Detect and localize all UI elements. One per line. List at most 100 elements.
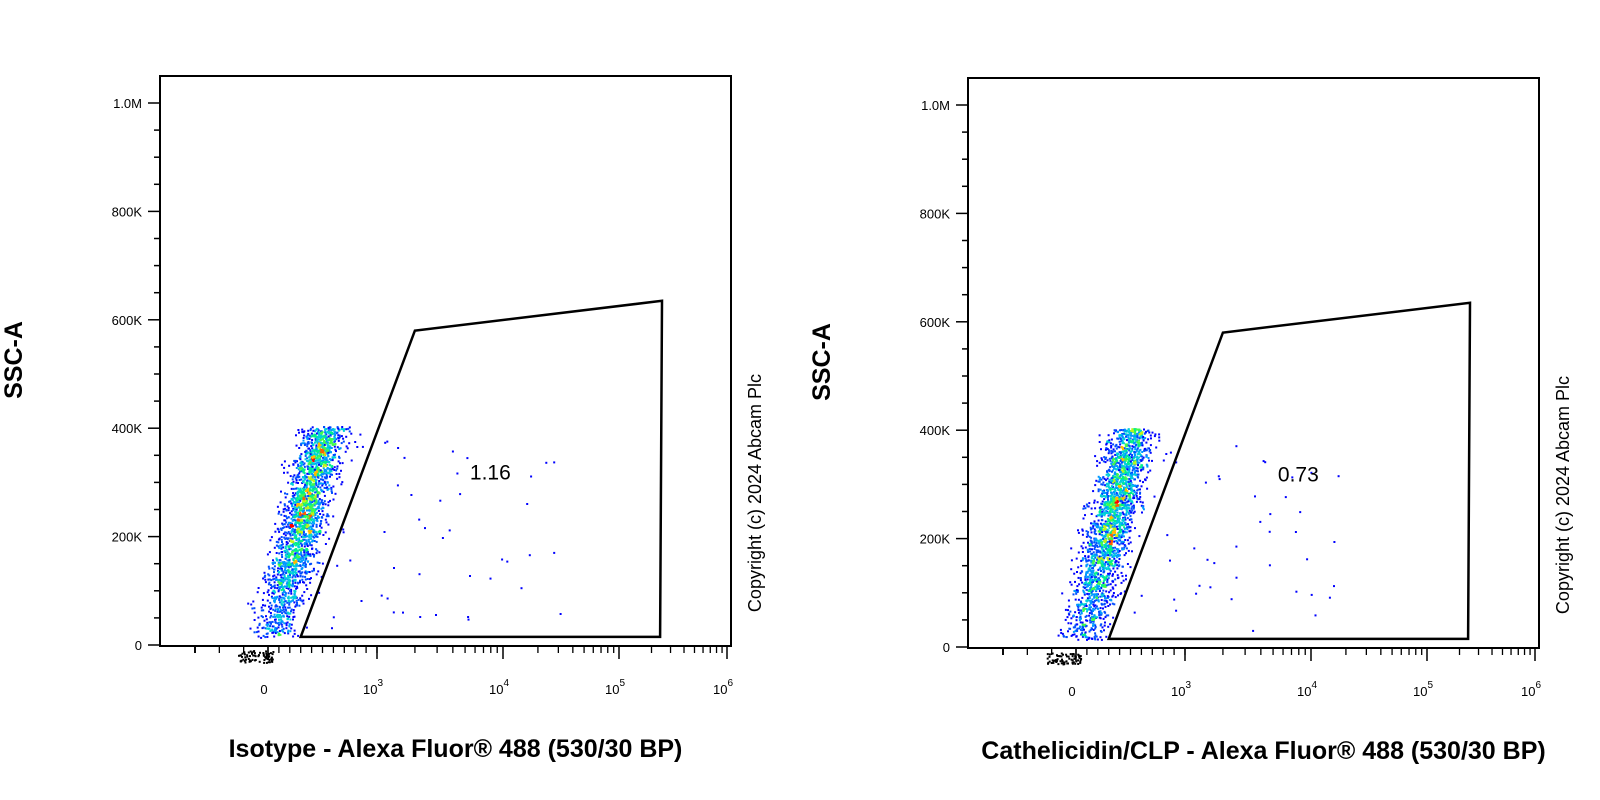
event-dot xyxy=(281,625,284,628)
event-dot xyxy=(284,595,287,598)
event-dot xyxy=(1107,625,1110,628)
event-dot xyxy=(1101,545,1103,548)
event-dot xyxy=(315,444,318,447)
event-dot xyxy=(311,518,314,521)
event-dot xyxy=(286,621,289,624)
event-dot xyxy=(323,456,326,459)
event-dot xyxy=(1124,454,1127,457)
event-dot xyxy=(278,583,281,586)
event-dot xyxy=(1089,528,1092,531)
event-dot xyxy=(1133,611,1136,614)
event-dot xyxy=(1089,589,1092,592)
event-dot xyxy=(303,430,306,433)
event-dot xyxy=(334,434,337,436)
event-dot xyxy=(1103,490,1106,493)
event-dot xyxy=(1116,518,1119,521)
event-dot xyxy=(286,505,289,508)
event-dot xyxy=(328,439,331,442)
event-dot xyxy=(310,507,313,510)
event-dot xyxy=(1119,437,1122,440)
event-dot xyxy=(1115,482,1118,485)
event-dot xyxy=(325,451,328,454)
event-dot xyxy=(1116,452,1119,455)
event-dot xyxy=(280,463,283,466)
event-dot xyxy=(1121,507,1124,509)
event-dot xyxy=(1114,564,1117,567)
event-dot xyxy=(1116,497,1119,500)
event-dot xyxy=(1132,466,1135,469)
event-dot xyxy=(1129,480,1132,483)
event-dot xyxy=(297,541,300,543)
event-dot xyxy=(1086,505,1089,508)
event-dot xyxy=(287,606,290,609)
event-dot xyxy=(284,593,287,596)
event-dot xyxy=(289,600,292,603)
event-dot xyxy=(263,619,266,622)
event-dot xyxy=(1093,522,1096,525)
event-dot xyxy=(290,608,293,611)
event-dot xyxy=(1112,443,1115,446)
event-dot xyxy=(1123,535,1125,538)
event-dot xyxy=(287,574,290,577)
event-dot xyxy=(342,528,345,531)
event-dot xyxy=(1130,511,1133,514)
event-dot xyxy=(1105,568,1108,571)
event-dot xyxy=(295,587,298,590)
event-dot xyxy=(1108,564,1111,567)
event-dot xyxy=(1105,635,1108,638)
event-dot xyxy=(309,563,311,566)
event-dot xyxy=(306,518,309,521)
event-dot xyxy=(317,516,319,519)
event-dot xyxy=(303,472,306,474)
event-dot xyxy=(290,502,293,505)
event-dot xyxy=(316,442,319,445)
event-dot xyxy=(1120,542,1123,545)
event-dot xyxy=(307,523,309,526)
event-dot xyxy=(325,440,328,443)
event-dot xyxy=(298,537,301,540)
event-dot xyxy=(1137,443,1140,446)
event-dot xyxy=(1142,481,1144,484)
event-dot xyxy=(1117,477,1120,480)
event-dot xyxy=(1085,565,1088,568)
event-dot xyxy=(309,492,312,495)
event-dot xyxy=(1118,508,1121,510)
event-dot xyxy=(278,510,281,513)
event-dot xyxy=(289,537,292,540)
event-dot xyxy=(1108,591,1111,594)
event-dot xyxy=(1115,447,1118,450)
event-dot xyxy=(308,597,310,600)
event-dot xyxy=(1120,500,1123,503)
event-dot xyxy=(1096,580,1098,583)
event-dot xyxy=(276,505,279,508)
event-dot xyxy=(304,453,307,456)
event-dot xyxy=(1066,616,1069,619)
event-dot xyxy=(1095,561,1098,564)
event-dot xyxy=(311,496,314,499)
event-dot xyxy=(1072,626,1075,629)
event-dot xyxy=(1115,522,1118,524)
event-dot xyxy=(1092,569,1095,572)
event-dot xyxy=(313,433,316,436)
event-dot xyxy=(1126,439,1128,442)
event-dot xyxy=(1133,463,1136,466)
event-dot xyxy=(1085,619,1088,622)
event-dot xyxy=(1110,561,1113,564)
event-dot xyxy=(1118,492,1121,495)
event-dot xyxy=(1090,627,1093,630)
event-dot xyxy=(1087,570,1090,573)
event-dot xyxy=(1147,429,1150,432)
event-dot xyxy=(1061,658,1063,661)
event-dot xyxy=(1086,559,1089,562)
event-dot xyxy=(1126,528,1129,531)
event-dot xyxy=(435,614,437,616)
event-dot xyxy=(1083,505,1086,508)
event-dot xyxy=(1268,530,1271,533)
event-dot xyxy=(1098,590,1101,592)
event-dot xyxy=(280,544,283,547)
event-dot xyxy=(1105,523,1108,526)
event-dot xyxy=(1195,592,1198,595)
event-dot xyxy=(293,601,296,604)
event-dot xyxy=(1136,489,1139,492)
event-dot xyxy=(1102,607,1104,610)
